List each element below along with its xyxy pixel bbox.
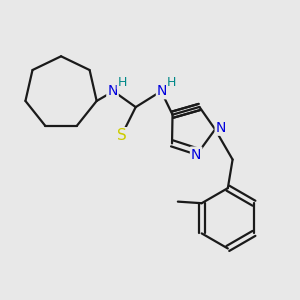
Text: H: H	[118, 76, 127, 89]
Text: N: N	[216, 121, 226, 135]
Text: N: N	[191, 148, 201, 162]
Text: N: N	[107, 84, 118, 98]
Text: H: H	[167, 76, 177, 89]
Text: S: S	[116, 128, 126, 143]
Text: N: N	[157, 84, 167, 98]
